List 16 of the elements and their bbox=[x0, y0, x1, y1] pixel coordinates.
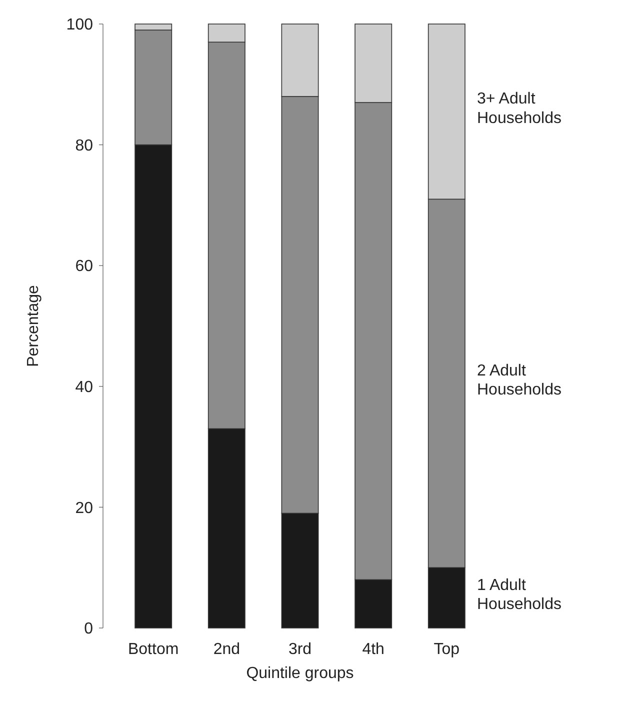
y-tick-label: 100 bbox=[66, 16, 94, 34]
x-tick-label: 3rd bbox=[288, 641, 312, 658]
y-tick-label: 20 bbox=[75, 500, 94, 517]
series-label: 3+ Adult Households bbox=[477, 90, 562, 127]
x-tick-label: 2nd bbox=[213, 641, 240, 658]
x-tick-label: 4th bbox=[362, 641, 384, 658]
x-axis-title: Quintile groups bbox=[246, 665, 354, 682]
series-label: 1 Adult Households bbox=[477, 576, 562, 613]
y-tick-label: 60 bbox=[75, 258, 94, 276]
y-axis-title: Percentage bbox=[25, 284, 42, 367]
x-tick-label: Bottom bbox=[128, 641, 179, 658]
y-tick-label: 80 bbox=[75, 137, 94, 154]
x-tick-label: Top bbox=[434, 641, 460, 658]
y-tick-label: 40 bbox=[75, 379, 94, 396]
y-tick-label: 0 bbox=[84, 620, 94, 638]
series-label: 2 Adult Households bbox=[477, 362, 562, 399]
